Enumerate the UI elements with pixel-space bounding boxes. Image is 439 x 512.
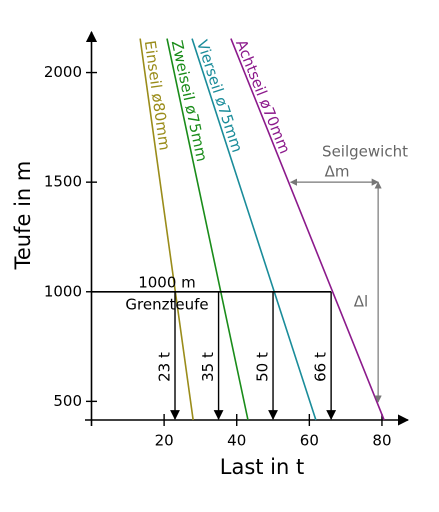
x-axis-label: Last in t	[220, 455, 304, 479]
weight-dl: Δl	[354, 293, 368, 311]
y-axis-label: Teufe in m	[11, 161, 35, 271]
series-label: Einseil ø80mm	[141, 39, 174, 151]
y-tick-label: 2000	[44, 63, 82, 81]
series-line	[166, 38, 249, 421]
weight-dm: Δm	[325, 163, 350, 181]
series-line	[230, 38, 385, 421]
y-tick-label: 1000	[44, 282, 82, 300]
x-tick-label: 40	[227, 432, 246, 450]
series-line	[191, 38, 317, 421]
limit-load-label: 50 t	[254, 352, 272, 382]
weight-title: Seilgewicht	[322, 143, 408, 161]
limit-load-label: 35 t	[199, 352, 217, 382]
x-tick-label: 20	[155, 432, 174, 450]
limit-load-label: 66 t	[312, 352, 330, 382]
y-tick-label: 500	[53, 392, 82, 410]
y-tick-label: 1500	[44, 173, 82, 191]
limit-depth-label: 1000 m	[138, 273, 196, 291]
limit-name: Grenzteufe	[125, 295, 208, 313]
x-tick-label: 80	[372, 432, 391, 450]
x-tick-label: 60	[300, 432, 319, 450]
limit-load-label: 23 t	[156, 352, 174, 382]
series-line	[139, 38, 194, 421]
